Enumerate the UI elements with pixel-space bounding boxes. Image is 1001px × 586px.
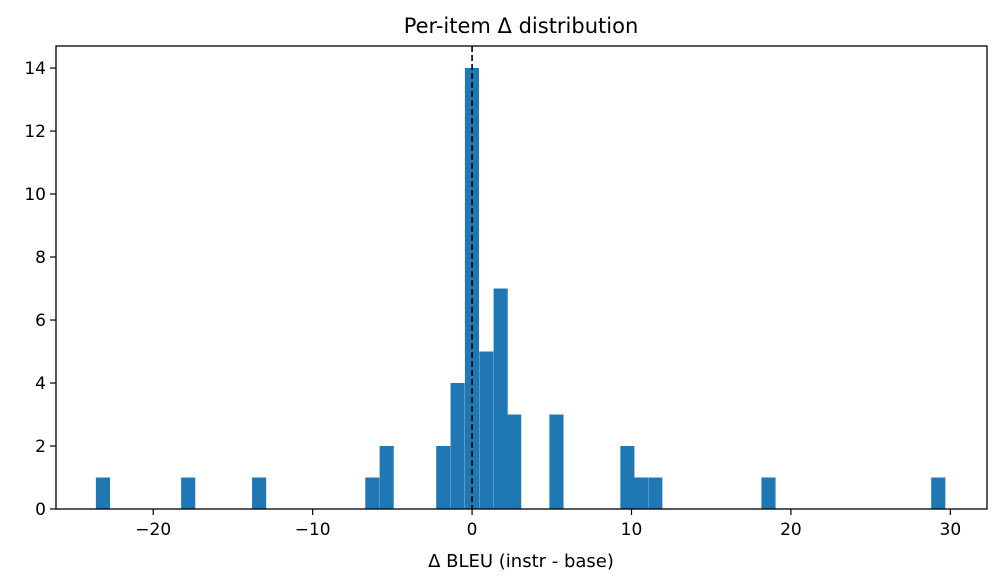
histogram-bar-11 <box>549 414 564 509</box>
histogram-bar-0 <box>95 477 110 509</box>
y-tick-label: 2 <box>35 437 46 457</box>
x-tick-label: 20 <box>780 520 802 540</box>
histogram-bar-7 <box>464 68 480 510</box>
x-tick-label: 0 <box>467 520 478 540</box>
x-tick-label: 10 <box>621 520 643 540</box>
histogram-bar-8 <box>479 351 494 509</box>
histogram-bar-16 <box>931 477 946 509</box>
histogram-bar-4 <box>379 446 394 509</box>
bars-layer <box>95 68 946 510</box>
y-tick-label: 14 <box>24 59 46 79</box>
histogram-bar-3 <box>365 477 380 509</box>
histogram-bar-12 <box>620 446 635 509</box>
x-axis-ticks: −20 −10 0 10 20 30 <box>135 509 961 540</box>
y-tick-label: 4 <box>35 374 46 394</box>
histogram-bar-5 <box>436 446 451 509</box>
histogram-bar-9 <box>493 288 508 509</box>
x-tick-label: 30 <box>940 520 962 540</box>
x-tick-label: −10 <box>295 520 331 540</box>
y-axis-ticks: 0 2 4 6 8 10 12 14 <box>24 59 56 520</box>
histogram-bar-10 <box>507 414 522 509</box>
y-tick-label: 10 <box>24 185 46 205</box>
y-tick-label: 12 <box>24 122 46 142</box>
y-tick-label: 6 <box>35 311 46 331</box>
y-tick-label: 0 <box>35 500 46 520</box>
histogram-bar-6 <box>450 383 465 509</box>
x-axis-label: Δ BLEU (instr - base) <box>428 551 614 572</box>
histogram-bar-2 <box>252 477 267 509</box>
x-tick-label: −20 <box>135 520 171 540</box>
histogram-bar-13 <box>633 477 648 509</box>
histogram-bar-1 <box>181 477 196 509</box>
histogram-bar-15 <box>761 477 776 509</box>
histogram-bar-14 <box>648 477 663 509</box>
chart-title: Per-item Δ distribution <box>404 14 639 38</box>
y-tick-label: 8 <box>35 248 46 268</box>
plot-frame <box>55 45 988 510</box>
